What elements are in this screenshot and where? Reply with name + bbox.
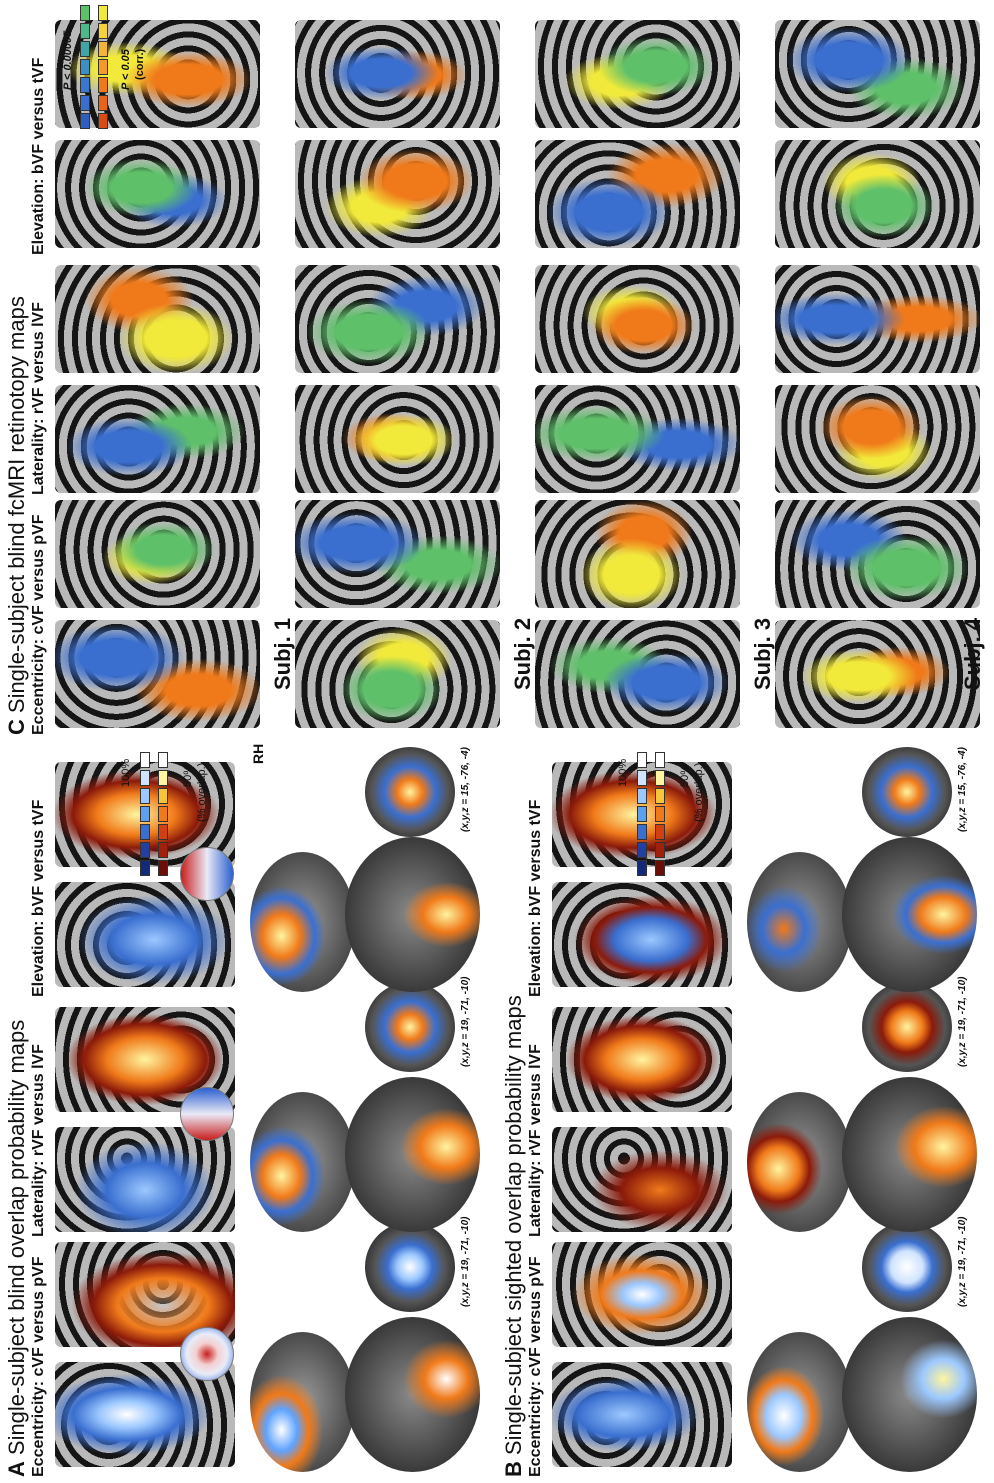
flatmap-subj4-2 xyxy=(775,385,980,493)
panel-b-colorbar-cool xyxy=(637,752,647,876)
subject-label-4: Subj. 4 xyxy=(960,617,985,690)
subject-label-3: Subj. 3 xyxy=(750,617,775,690)
panel-c-cond-laterality: Laterality: rVF versus lVF xyxy=(30,302,47,495)
flatmap-subj4-4 xyxy=(775,140,980,248)
panel-a-cond-elevation: Elevation: bVF versus tVF xyxy=(30,799,47,997)
panel-b-cond-elevation: Elevation: bVF versus tVF xyxy=(527,799,544,997)
laterality-stimulus-icon xyxy=(180,1087,234,1141)
flatmap-subj2-2 xyxy=(295,385,500,493)
panel-a-sagittal-lat xyxy=(250,1092,355,1232)
eccentricity-stimulus-icon xyxy=(180,1327,234,1381)
panel-a-sagittal-ecc xyxy=(250,1332,355,1472)
flatmap-subj2-1 xyxy=(295,500,500,608)
panel-c-cond-eccentricity: Eccentricity: cVF versus pVF xyxy=(30,514,47,735)
panel-a-axial-elev xyxy=(345,837,480,992)
panel-a-colorbar-mid-label: 50% xyxy=(182,764,194,787)
panel-b-cond-eccentricity: Eccentricity: cVF versus pVF xyxy=(527,1256,544,1477)
p-high-colorbar xyxy=(98,5,108,129)
panel-b-axial-ecc xyxy=(842,1317,977,1472)
panel-a-coord-ecc: (x,y,z = 19, -71, -10) xyxy=(460,1216,471,1307)
panel-a-cond-eccentricity: Eccentricity: cVF versus pVF xyxy=(30,1256,47,1477)
elevation-stimulus-icon xyxy=(180,847,234,901)
flatmap-subj4-3 xyxy=(775,265,980,373)
panel-b-coronal-lat xyxy=(862,982,952,1072)
flatmap-subj4-0 xyxy=(775,620,980,728)
panel-a-colorbar-unit: (% overlap.) xyxy=(196,762,208,822)
panel-c-title: CSingle-subject blind fcMRI retinotopy m… xyxy=(4,296,29,735)
flatmap-subj2-4 xyxy=(295,140,500,248)
flatmap-subj3-1 xyxy=(535,500,740,608)
panel-a-colorbar-cool xyxy=(140,752,150,876)
flatmap-subj3-2 xyxy=(535,385,740,493)
panel-b-flatmap-ecc-left xyxy=(552,1362,732,1467)
flatmap-subj1-2 xyxy=(55,385,260,493)
flatmap-subj3-0 xyxy=(535,620,740,728)
panel-b-sagittal-lat xyxy=(747,1092,852,1232)
panel-a-cond-laterality: Laterality: rVF versus lVF xyxy=(30,1044,47,1237)
panel-b-flatmap-lat-left xyxy=(552,1127,732,1232)
panel-b-coord-ecc: (x,y,z = 19, -71, -10) xyxy=(957,1216,968,1307)
panel-a-coronal-ecc xyxy=(365,1222,455,1312)
panel-a-coord-lat: (x,y,z = 19, -71, -10) xyxy=(460,976,471,1067)
flatmap-subj2-3 xyxy=(295,265,500,373)
panel-b-flatmap-lat-right xyxy=(552,1007,732,1112)
flatmap-subj1-3 xyxy=(55,265,260,373)
panel-b-coord-lat: (x,y,z = 19, -71, -10) xyxy=(957,976,968,1067)
panel-b-axial-lat xyxy=(842,1077,977,1232)
panel-a-colorbar-warm xyxy=(158,752,168,876)
panel-c-cond-elevation: Elevation: bVF versus tVF xyxy=(30,57,47,255)
panel-c: CSingle-subject blind fcMRI retinotopy m… xyxy=(4,5,985,735)
panel-a-flatmap-lat-left xyxy=(55,1127,235,1232)
panel-b-colorbar-warm xyxy=(655,752,665,876)
panel-b-cond-laterality: Laterality: rVF versus lVF xyxy=(527,1044,544,1237)
panel-a-coord-elev: (x,y,z = 15, -76, -4) xyxy=(460,747,471,832)
panel-a-axial-lat xyxy=(345,1077,480,1232)
subject-label-1: Subj. 1 xyxy=(270,617,295,690)
flatmap-subj3-5 xyxy=(535,20,740,128)
panel-b-coronal-ecc xyxy=(862,1222,952,1312)
panel-b-colorbar-unit: (% overlap.) xyxy=(693,762,705,822)
p-corr-label: (corr.) xyxy=(134,48,146,80)
panel-a-sagittal-elev xyxy=(250,852,355,992)
panel-b-sagittal-elev xyxy=(747,852,852,992)
panel-b-colorbar-mid-label: 50% xyxy=(679,764,691,787)
flatmap-subj3-4 xyxy=(535,140,740,248)
panel-b-flatmap-ecc-right xyxy=(552,1242,732,1347)
flatmap-subj2-5 xyxy=(295,20,500,128)
panel-a-coronal-elev xyxy=(365,747,455,837)
panel-b-sagittal-ecc xyxy=(747,1332,852,1472)
panel-b: BSingle-subject sighted overlap probabil… xyxy=(497,742,994,1483)
panel-a-title: ASingle-subject blind overlap probabilit… xyxy=(4,1019,29,1477)
flatmap-subj2-0 xyxy=(295,620,500,728)
flatmap-subj4-1 xyxy=(775,500,980,608)
panel-a-coronal-lat xyxy=(365,982,455,1072)
hemisphere-label: RH xyxy=(250,743,266,764)
subject-label-2: Subj. 2 xyxy=(510,617,535,690)
panel-b-flatmap-elev-left xyxy=(552,882,732,987)
panel-b-coord-elev: (x,y,z = 15, -76, -4) xyxy=(957,747,968,832)
panel-b-title: BSingle-subject sighted overlap probabil… xyxy=(501,995,526,1477)
flatmap-subj4-5 xyxy=(775,20,980,128)
p-low-label: P < 0.00005 xyxy=(62,30,74,90)
p-high-label: P < 0.05 xyxy=(120,49,132,90)
flatmap-subj3-3 xyxy=(535,265,740,373)
panel-a-colorbar-top-label: 100% xyxy=(120,758,132,787)
panel-a: ASingle-subject blind overlap probabilit… xyxy=(0,742,492,1483)
panel-b-coronal-elev xyxy=(862,747,952,837)
panel-a-axial-ecc xyxy=(345,1317,480,1472)
flatmap-subj1-1 xyxy=(55,500,260,608)
p-low-colorbar xyxy=(80,5,90,129)
panel-b-axial-elev xyxy=(842,837,977,992)
panel-b-colorbar-top-label: 100% xyxy=(617,758,629,787)
flatmap-subj1-4 xyxy=(55,140,260,248)
flatmap-subj1-0 xyxy=(55,620,260,728)
